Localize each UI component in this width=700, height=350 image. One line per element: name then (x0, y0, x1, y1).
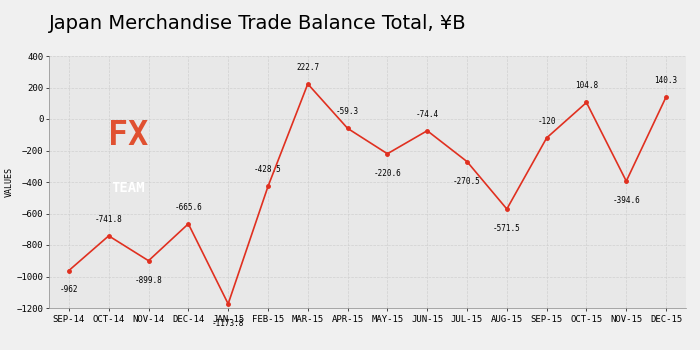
Text: TEAM: TEAM (111, 181, 144, 195)
Text: -220.6: -220.6 (374, 169, 401, 178)
Text: 222.7: 222.7 (296, 63, 319, 72)
Text: -120: -120 (538, 117, 556, 126)
Text: 104.8: 104.8 (575, 81, 598, 90)
Text: FX: FX (108, 119, 148, 152)
Text: -899.8: -899.8 (134, 276, 162, 285)
Text: -741.8: -741.8 (94, 215, 122, 224)
Text: -665.6: -665.6 (174, 203, 202, 212)
Text: -394.6: -394.6 (612, 196, 640, 205)
Text: -1173.8: -1173.8 (212, 319, 244, 328)
Text: -428.5: -428.5 (254, 165, 282, 174)
Y-axis label: VALUES: VALUES (5, 167, 14, 197)
Text: 140.3: 140.3 (654, 76, 678, 85)
Text: -962: -962 (60, 286, 78, 294)
Text: Japan Merchandise Trade Balance Total, ¥B: Japan Merchandise Trade Balance Total, ¥… (49, 14, 467, 33)
Text: -571.5: -571.5 (493, 224, 521, 233)
Text: -74.4: -74.4 (416, 110, 439, 119)
Text: -59.3: -59.3 (336, 107, 359, 116)
Text: -270.5: -270.5 (453, 176, 481, 186)
